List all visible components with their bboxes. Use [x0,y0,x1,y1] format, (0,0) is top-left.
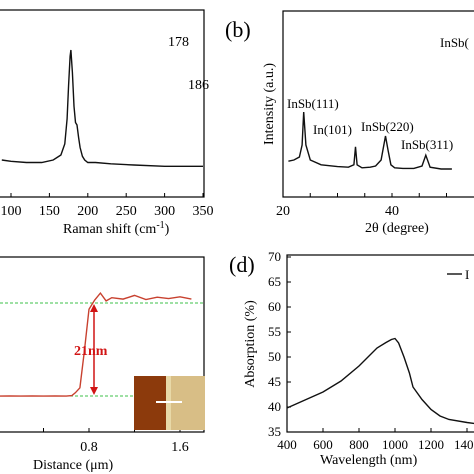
panel-b-y-axis-label: Intensity (a.u.) [262,63,277,145]
panel-d-legend: I [447,267,469,282]
panel-d-x-axis-label: Wavelength (nm) [320,453,418,468]
pdytl-tick-45: 45 [268,374,281,389]
panel-b-x-ticks [282,193,447,197]
panel-a-x-ticks [10,193,204,197]
panel-b-frame [282,10,474,198]
pdytl-tick-65: 65 [268,274,281,289]
panel-d-frame [286,254,474,433]
panel-d-y-tick-labels: 35 40 45 50 55 60 65 70 [268,249,281,439]
pdxtl-tick-1400: 1400 [454,437,474,452]
panel-b-peak-label-insb-cut: InSb( [440,35,469,50]
panel-b-x-tick-labels: 20 40 [276,204,399,219]
panel-b-peak-label-insb111: InSb(111) [287,96,339,111]
pdytl-tick-40: 40 [268,399,281,414]
panel-b-peak-label-in101: In(101) [313,122,352,137]
panel-c-afm-inset [134,376,205,430]
panel-a-raman-line [1,49,203,167]
pdytl-tick-60: 60 [268,299,281,314]
pdytl-tick-70: 70 [268,249,281,264]
paxtl-tick-350: 350 [193,204,214,219]
pcxtl-tick-1.6: 1.6 [171,440,189,455]
paxtl-tick-150: 150 [39,204,60,219]
pdxtl-tick-1000: 1000 [382,437,408,452]
panel-a-frame [0,9,205,198]
panel-b: (b) Intensity (a.u.) InSb(111) In(101) I… [225,10,474,236]
panel-d-x-tick-labels: 400 600 800 1000 1200 1400 [277,437,474,452]
pdytl-tick-55: 55 [268,324,281,339]
pdytl-tick-50: 50 [268,349,281,364]
panel-b-x-axis-label: 2θ (degree) [365,221,429,236]
paxtl-tick-200: 200 [77,204,98,219]
panel-a-x-axis-label: Raman shift (cm-1) [63,220,170,237]
pbxtl-tick-20: 20 [276,204,290,219]
panel-b-label: (b) [225,17,251,42]
panel-b-peak-label-insb220: InSb(220) [361,119,414,134]
pdxtl-tick-400: 400 [277,437,297,452]
panel-b-peak-label-insb311: InSb(311) [401,137,453,152]
pcxtl-tick-0.8: 0.8 [80,440,98,455]
panel-d-legend-label: I [465,267,469,282]
pbxtl-tick-40: 40 [385,204,399,219]
panel-c-frame [0,256,205,433]
panel-d: (d) I 35 40 45 50 55 60 65 70 400 600 800 1000 1200… [229,249,474,468]
pdxtl-tick-800: 800 [349,437,369,452]
panel-a-peak-label-186: 186 [188,78,209,93]
panel-c-height-annotation: 21nm [74,344,108,359]
pdxtl-tick-600: 600 [313,437,333,452]
paxtl-tick-250: 250 [116,204,137,219]
pdxtl-tick-1200: 1200 [418,437,444,452]
panel-c-x-axis-label: Distance (μm) [33,458,114,473]
panel-c-x-tick-labels: 0.8 1.6 [80,440,189,455]
panel-c-x-ticks [43,428,181,432]
paxtl-tick-300: 300 [154,204,175,219]
panel-d-label: (d) [229,252,255,277]
panel-c-height-profile-line [0,291,192,397]
panel-d-absorption-line [286,337,474,425]
panel-a-peak-label-178: 178 [168,35,189,50]
panel-a-x-tick-labels: 100 150 200 250 300 350 [1,204,214,219]
panel-d-ticks [286,256,468,433]
paxtl-tick-100: 100 [1,204,22,219]
panel-c: 21nm 0.8 1.6 Distance (μm) [0,256,205,473]
panel-d-y-axis-label: Absorption (%) [243,300,258,388]
panel-b-xrd-line [288,111,452,170]
pdytl-tick-35: 35 [268,424,281,439]
panel-c-height-arrow [90,304,98,395]
panel-a: 178 186 100 150 200 250 300 350 Raman shift (… [0,9,214,237]
